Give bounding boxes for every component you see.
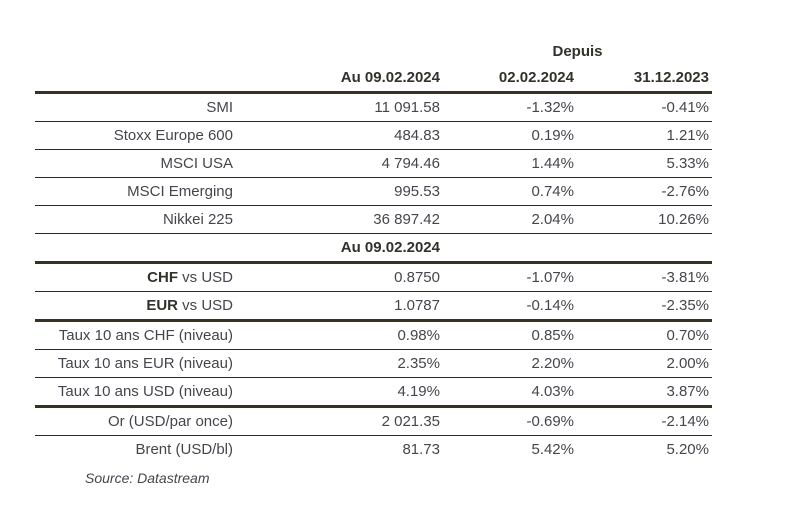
- column-header-since1: 02.02.2024: [498, 69, 574, 86]
- index-since1: -1.32%: [526, 99, 574, 116]
- fx-label-currency: CHF: [147, 269, 178, 286]
- fx-since1: -0.14%: [526, 297, 574, 314]
- fx-label: CHF vs USD: [35, 264, 235, 291]
- rate-value: 0.98%: [397, 327, 440, 344]
- index-since1: 2.04%: [531, 211, 574, 228]
- index-since2: -2.76%: [661, 183, 709, 200]
- index-label: Stoxx Europe 600: [113, 127, 233, 144]
- section-header-spacer: [35, 234, 235, 261]
- commodity-since2: -2.14%: [661, 413, 709, 430]
- commodity-value: 2 021.35: [381, 413, 440, 430]
- header-label-spacer: [35, 64, 235, 91]
- rate-label: Taux 10 ans CHF (niveau): [58, 327, 233, 344]
- index-label: Nikkei 225: [162, 211, 233, 228]
- fx-label: EUR vs USD: [35, 292, 235, 319]
- index-value: 995.53: [394, 183, 440, 200]
- fx-since2: -3.81%: [661, 269, 709, 286]
- fx-label-pair: vs USD: [177, 297, 233, 314]
- rate-value: 2.35%: [397, 355, 440, 372]
- table-row-chf-usd: CHF vs USD 0.8750 -1.07% -3.81%: [35, 264, 712, 292]
- table-row-smi: SMI 11 091.58 -1.32% -0.41%: [35, 94, 712, 122]
- index-since1: 0.19%: [531, 127, 574, 144]
- since-group-header: Depuis: [552, 43, 603, 60]
- table-row-rate-eur: Taux 10 ans EUR (niveau) 2.35% 2.20% 2.0…: [35, 350, 712, 378]
- fx-value: 0.8750: [394, 269, 440, 286]
- header-group-spacer: [35, 40, 443, 64]
- rate-label: Taux 10 ans USD (niveau): [57, 383, 233, 400]
- fx-label-pair: vs USD: [177, 269, 233, 286]
- header-group-row: Depuis: [35, 40, 712, 64]
- commodity-since1: -0.69%: [526, 413, 574, 430]
- table-row-brent: Brent (USD/bl) 81.73 5.42% 5.20%: [35, 436, 712, 463]
- index-value: 11 091.58: [374, 99, 440, 116]
- index-since1: 1.44%: [531, 155, 574, 172]
- source-note: Source: Datastream: [85, 470, 210, 486]
- index-label: SMI: [206, 99, 233, 116]
- index-value: 36 897.42: [373, 211, 440, 228]
- rate-since2: 0.70%: [666, 327, 709, 344]
- fx-label-currency: EUR: [146, 297, 178, 314]
- rate-since1: 4.03%: [531, 383, 574, 400]
- table-row-gold: Or (USD/par once) 2 021.35 -0.69% -2.14%: [35, 408, 712, 436]
- column-header-row: Au 09.02.2024 02.02.2024 31.12.2023: [35, 64, 712, 94]
- index-since2: 5.33%: [666, 155, 709, 172]
- commodity-value: 81.73: [402, 441, 440, 458]
- rate-since2: 2.00%: [666, 355, 709, 372]
- fx-value: 1.0787: [394, 297, 440, 314]
- index-since1: 0.74%: [531, 183, 574, 200]
- rate-since1: 0.85%: [531, 327, 574, 344]
- rate-value: 4.19%: [397, 383, 440, 400]
- table-row-nikkei: Nikkei 225 36 897.42 2.04% 10.26%: [35, 206, 712, 234]
- rate-label: Taux 10 ans EUR (niveau): [57, 355, 233, 372]
- index-label: MSCI USA: [160, 155, 233, 172]
- commodity-label: Brent (USD/bl): [135, 441, 233, 458]
- commodity-since2: 5.20%: [666, 441, 709, 458]
- fx-since2: -2.35%: [661, 297, 709, 314]
- column-header-value: Au 09.02.2024: [340, 69, 440, 86]
- index-since2: -0.41%: [661, 99, 709, 116]
- index-value: 484.83: [394, 127, 440, 144]
- table-row-rate-usd: Taux 10 ans USD (niveau) 4.19% 4.03% 3.8…: [35, 378, 712, 408]
- table-row-msci-emerging: MSCI Emerging 995.53 0.74% -2.76%: [35, 178, 712, 206]
- table-row-msci-usa: MSCI USA 4 794.46 1.44% 5.33%: [35, 150, 712, 178]
- rate-since1: 2.20%: [531, 355, 574, 372]
- table-row-eur-usd: EUR vs USD 1.0787 -0.14% -2.35%: [35, 292, 712, 322]
- table-row-stoxx: Stoxx Europe 600 484.83 0.19% 1.21%: [35, 122, 712, 150]
- table-row-rate-chf: Taux 10 ans CHF (niveau) 0.98% 0.85% 0.7…: [35, 322, 712, 350]
- index-value: 4 794.46: [381, 155, 440, 172]
- index-since2: 1.21%: [666, 127, 709, 144]
- index-since2: 10.26%: [658, 211, 709, 228]
- index-label: MSCI Emerging: [127, 183, 233, 200]
- section-header-row: Au 09.02.2024: [35, 234, 712, 264]
- column-header-since2: 31.12.2023: [633, 69, 709, 86]
- rate-since2: 3.87%: [666, 383, 709, 400]
- section-header-date: Au 09.02.2024: [340, 239, 440, 256]
- commodity-label: Or (USD/par once): [107, 413, 233, 430]
- fx-since1: -1.07%: [526, 269, 574, 286]
- commodity-since1: 5.42%: [531, 441, 574, 458]
- market-data-table: Depuis Au 09.02.2024 02.02.2024 31.12.20…: [35, 40, 712, 486]
